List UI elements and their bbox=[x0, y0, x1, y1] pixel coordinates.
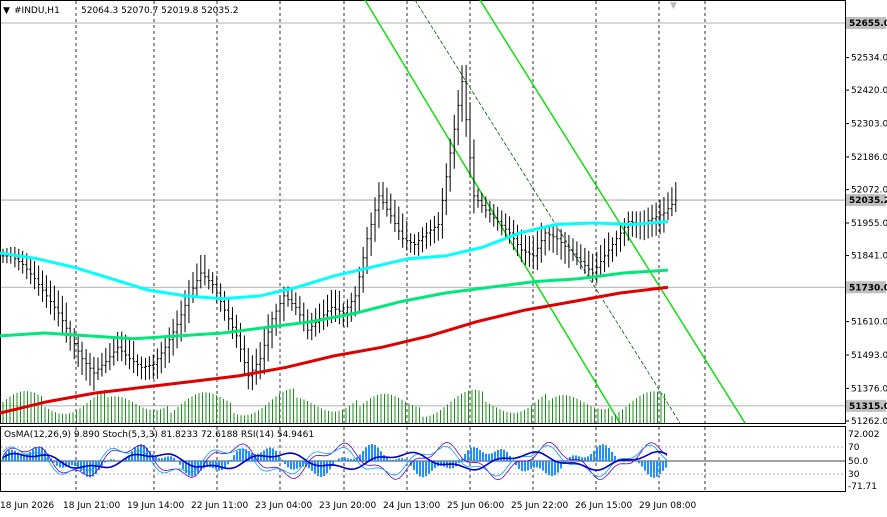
price-markers: 52655.0 52035.2 51730.0 51315.0 bbox=[846, 17, 887, 412]
time-label: 25 Jun 22:00 bbox=[511, 501, 568, 511]
price-tick: 52303.0 bbox=[851, 120, 887, 130]
stochastic-signal bbox=[2, 444, 668, 478]
trend-channels bbox=[364, 0, 746, 424]
price-axis[interactable]: 52534.0 52420.0 52303.0 52186.0 52072.0 51955… bbox=[845, 54, 887, 427]
indicator-axis: 72.002 70 50.0 30 -71.71 bbox=[1, 430, 880, 492]
rsi-line bbox=[2, 450, 668, 472]
price-marker-label: 52655.0 bbox=[849, 19, 887, 29]
price-marker bbox=[846, 399, 886, 412]
main-pane[interactable] bbox=[0, 0, 846, 424]
price-marker-label: 51730.0 bbox=[849, 283, 887, 293]
chart-symbol: #INDU,H1 bbox=[14, 6, 60, 16]
stochastic-main bbox=[2, 441, 668, 481]
chevron-down-icon[interactable]: ▼ bbox=[670, 1, 677, 11]
indicator-tick: -71.71 bbox=[848, 482, 877, 492]
time-label: 22 Jun 11:00 bbox=[191, 501, 248, 511]
indicator-tick: 50.0 bbox=[848, 457, 868, 467]
time-label: 24 Jun 13:00 bbox=[383, 501, 440, 511]
price-tick: 52534.0 bbox=[851, 54, 887, 64]
price-tick: 52420.0 bbox=[851, 86, 887, 96]
time-label: 19 Jun 14:00 bbox=[127, 501, 184, 511]
price-tick: 51610.0 bbox=[851, 318, 887, 328]
moving-averages bbox=[0, 220, 669, 415]
time-label: 25 Jun 06:00 bbox=[447, 501, 504, 511]
price-tick: 51376.0 bbox=[851, 384, 887, 394]
indicator-tick: 72.002 bbox=[848, 430, 880, 440]
moving-average-line[interactable] bbox=[0, 285, 669, 415]
chart-ohlc: 52064.3 52070.7 52019.8 52035.2 bbox=[81, 6, 238, 16]
oscillators bbox=[1, 441, 845, 481]
price-marker bbox=[846, 281, 886, 294]
trend-line[interactable] bbox=[479, 0, 746, 424]
price-tick: 52072.0 bbox=[851, 186, 887, 196]
price-tick: 51493.0 bbox=[851, 351, 887, 361]
price-tick: 51841.0 bbox=[851, 252, 887, 262]
price-tick: 52186.0 bbox=[851, 153, 887, 163]
time-axis[interactable]: 18 Jun 2026 18 Jun 21:00 19 Jun 14:00 22 Ju… bbox=[0, 501, 696, 511]
time-label: 29 Jun 08:00 bbox=[639, 501, 696, 511]
price-marker-label: 51315.0 bbox=[849, 402, 887, 412]
indicator-tick: 30 bbox=[848, 470, 860, 480]
moving-average-line[interactable] bbox=[0, 220, 669, 301]
trend-line[interactable] bbox=[414, 0, 681, 424]
trend-line[interactable] bbox=[364, 0, 621, 424]
time-label: 26 Jun 15:00 bbox=[575, 501, 632, 511]
time-label: 23 Jun 20:00 bbox=[319, 501, 376, 511]
time-label: 18 Jun 21:00 bbox=[63, 501, 120, 511]
price-marker bbox=[846, 194, 886, 207]
moving-average-line[interactable] bbox=[0, 268, 669, 341]
price-marker bbox=[846, 17, 886, 29]
price-marker-label: 52035.2 bbox=[849, 196, 887, 206]
time-label: 23 Jun 04:00 bbox=[255, 501, 312, 511]
time-label: 18 Jun 2026 bbox=[0, 501, 54, 511]
price-tick: 51955.0 bbox=[851, 219, 887, 229]
indicator-tick: 70 bbox=[848, 443, 860, 453]
price-tick: 51262.0 bbox=[851, 417, 887, 427]
indicator-label: OsMA(12,26,9) 9.890 Stoch(5,3,3) 81.8233… bbox=[4, 430, 314, 440]
chevron-down-icon[interactable]: ▼ bbox=[3, 6, 10, 16]
